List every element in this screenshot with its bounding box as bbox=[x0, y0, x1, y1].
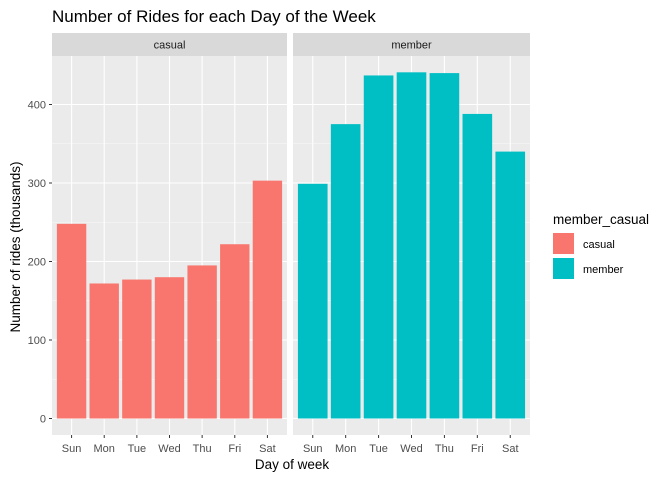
x-tick-label: Tue bbox=[369, 443, 388, 455]
x-tick-label: Sun bbox=[62, 443, 82, 455]
facet-strip bbox=[52, 33, 287, 56]
y-tick-label: 0 bbox=[40, 414, 46, 426]
x-tick-label: Mon bbox=[335, 443, 356, 455]
bar-member-fri bbox=[462, 113, 493, 419]
x-axis-title: Day of week bbox=[255, 457, 330, 472]
legend-item-member: member bbox=[553, 258, 624, 279]
bar-casual-thu bbox=[187, 265, 217, 419]
x-tick-label: Wed bbox=[158, 443, 180, 455]
bar-member-wed bbox=[396, 72, 427, 419]
legend-keys: casual member bbox=[553, 233, 624, 279]
bar-casual-fri bbox=[220, 244, 250, 419]
bar-casual-wed bbox=[154, 277, 185, 419]
legend-swatch-member bbox=[553, 258, 574, 279]
x-tick-label: Wed bbox=[400, 443, 422, 455]
legend-title: member_casual bbox=[553, 212, 649, 227]
bar-member-sat bbox=[495, 151, 526, 419]
y-tick-label: 200 bbox=[28, 257, 46, 269]
facet-panels: casual Sun Mon Tue Wed Thu Fri Sat member Sun Mon T… bbox=[52, 33, 530, 455]
bar-member-mon bbox=[330, 124, 361, 419]
legend-label-member: member bbox=[583, 264, 624, 276]
legend-label-casual: casual bbox=[583, 239, 615, 251]
legend: member_casual casual member bbox=[553, 212, 649, 279]
facet-panel-member: member Sun Mon Tue Wed Thu Fri Sat bbox=[293, 33, 530, 455]
y-tick-label: 100 bbox=[28, 335, 46, 347]
x-tick-label: Fri bbox=[228, 443, 241, 455]
y-tick-label: 400 bbox=[28, 100, 46, 112]
x-tick-label: Sat bbox=[502, 443, 519, 455]
chart-title: Number of Rides for each Day of the Week bbox=[52, 7, 376, 26]
bar-casual-tue bbox=[122, 279, 152, 419]
bar-member-tue bbox=[363, 75, 394, 419]
x-tick-label: Sat bbox=[259, 443, 276, 455]
x-tick-label: Thu bbox=[193, 443, 212, 455]
facet-panel-casual: casual Sun Mon Tue Wed Thu Fri Sat bbox=[52, 33, 287, 455]
x-tick-label: Tue bbox=[128, 443, 147, 455]
legend-item-casual: casual bbox=[553, 233, 615, 254]
x-tick-label: Thu bbox=[435, 443, 454, 455]
facet-strip-label: casual bbox=[154, 40, 186, 52]
facet-strip-label: member bbox=[391, 40, 432, 52]
x-tick-label: Sun bbox=[303, 443, 323, 455]
bar-casual-sun bbox=[56, 223, 87, 419]
y-tick-label: 300 bbox=[28, 178, 46, 190]
bar-casual-mon bbox=[89, 283, 119, 419]
y-axis-title: Number of rides (thousands) bbox=[8, 161, 23, 332]
bar-member-sun bbox=[297, 183, 328, 419]
legend-swatch-casual bbox=[553, 233, 574, 254]
x-tick-label: Fri bbox=[471, 443, 484, 455]
bar-member-thu bbox=[429, 73, 460, 419]
bar-casual-sat bbox=[252, 180, 283, 419]
y-axis: 0 100 200 300 400 bbox=[28, 100, 52, 426]
facet-strip bbox=[293, 33, 530, 56]
x-tick-label: Mon bbox=[94, 443, 115, 455]
